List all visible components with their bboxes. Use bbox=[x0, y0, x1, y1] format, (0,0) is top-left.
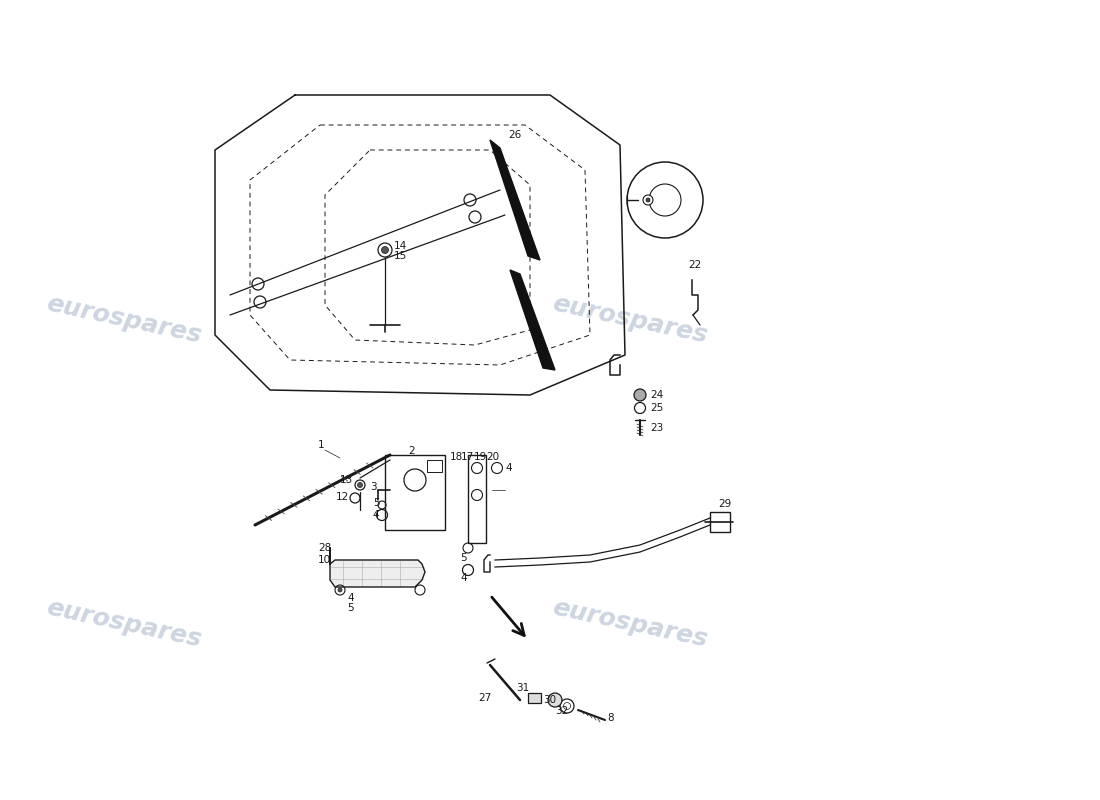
Text: 31: 31 bbox=[516, 683, 529, 693]
Text: 25: 25 bbox=[650, 403, 663, 413]
Bar bbox=[528, 693, 541, 703]
Circle shape bbox=[646, 198, 650, 202]
Text: 27: 27 bbox=[478, 693, 492, 703]
Text: 1: 1 bbox=[318, 440, 324, 450]
Text: eurospares: eurospares bbox=[44, 596, 204, 652]
Text: eurospares: eurospares bbox=[550, 292, 710, 348]
Bar bbox=[427, 460, 442, 472]
Polygon shape bbox=[490, 140, 540, 260]
Circle shape bbox=[634, 389, 646, 401]
Bar bbox=[385, 455, 446, 530]
Text: 22: 22 bbox=[688, 260, 702, 270]
Text: 23: 23 bbox=[650, 423, 663, 433]
Text: 18: 18 bbox=[450, 452, 463, 462]
Text: 24: 24 bbox=[650, 390, 663, 400]
Bar bbox=[468, 455, 486, 543]
Text: 30: 30 bbox=[543, 695, 557, 705]
Polygon shape bbox=[330, 548, 425, 587]
Text: 3: 3 bbox=[370, 482, 376, 492]
Text: 13: 13 bbox=[340, 475, 353, 485]
Circle shape bbox=[382, 246, 388, 254]
Text: 4: 4 bbox=[372, 510, 378, 520]
Polygon shape bbox=[510, 270, 556, 370]
Text: eurospares: eurospares bbox=[44, 292, 204, 348]
Text: eurospares: eurospares bbox=[550, 596, 710, 652]
Circle shape bbox=[358, 482, 363, 487]
Text: 19: 19 bbox=[474, 452, 487, 462]
Text: 2: 2 bbox=[408, 446, 415, 456]
Circle shape bbox=[548, 693, 562, 707]
Text: 4: 4 bbox=[346, 593, 353, 603]
Text: 26: 26 bbox=[508, 130, 521, 140]
Text: 5: 5 bbox=[346, 603, 353, 613]
Bar bbox=[710, 512, 730, 532]
Text: 10: 10 bbox=[318, 555, 331, 565]
Text: 20: 20 bbox=[486, 452, 499, 462]
Circle shape bbox=[338, 588, 342, 592]
Text: 15: 15 bbox=[394, 251, 407, 261]
Text: 4: 4 bbox=[505, 463, 512, 473]
Text: 5: 5 bbox=[460, 553, 466, 563]
Text: 8: 8 bbox=[607, 713, 614, 723]
Text: 17: 17 bbox=[461, 452, 474, 462]
Text: 14: 14 bbox=[394, 241, 407, 251]
Text: 29: 29 bbox=[718, 499, 732, 509]
Circle shape bbox=[644, 195, 653, 205]
Text: 12: 12 bbox=[336, 492, 350, 502]
Text: 32: 32 bbox=[556, 706, 569, 716]
Text: 4: 4 bbox=[460, 573, 466, 583]
Text: 28: 28 bbox=[318, 543, 331, 553]
Text: 5: 5 bbox=[373, 498, 380, 508]
